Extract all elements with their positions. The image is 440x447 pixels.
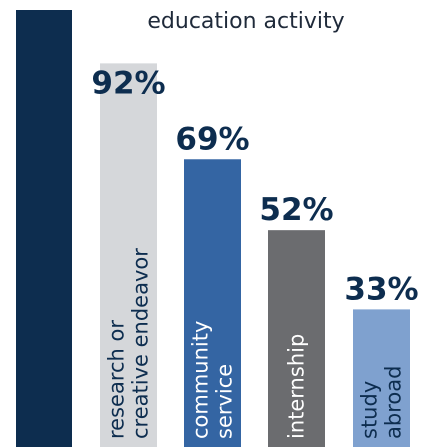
chart-title: education activity <box>147 9 344 34</box>
category-label-1-1: service <box>213 364 237 439</box>
bar-2 <box>268 230 325 447</box>
category-label-2-0: internship <box>285 334 309 439</box>
value-label-2: 52% <box>259 192 333 228</box>
bar-1 <box>184 159 241 447</box>
bars-layer: 92% research or creative endeavor 69% commun… <box>91 63 419 447</box>
category-label-3-0: study <box>358 381 382 439</box>
value-label-3: 33% <box>344 271 418 307</box>
left-column-bar <box>16 10 72 447</box>
value-label-1: 69% <box>175 121 249 157</box>
bar-0 <box>100 63 157 447</box>
category-label-1-0: community <box>189 321 213 439</box>
category-label-0-0: research or <box>105 320 129 439</box>
category-label-0-1: creative endeavor <box>129 248 153 439</box>
bar-3 <box>353 309 410 447</box>
value-label-0: 92% <box>91 65 165 101</box>
category-label-3-1: abroad <box>382 366 406 439</box>
